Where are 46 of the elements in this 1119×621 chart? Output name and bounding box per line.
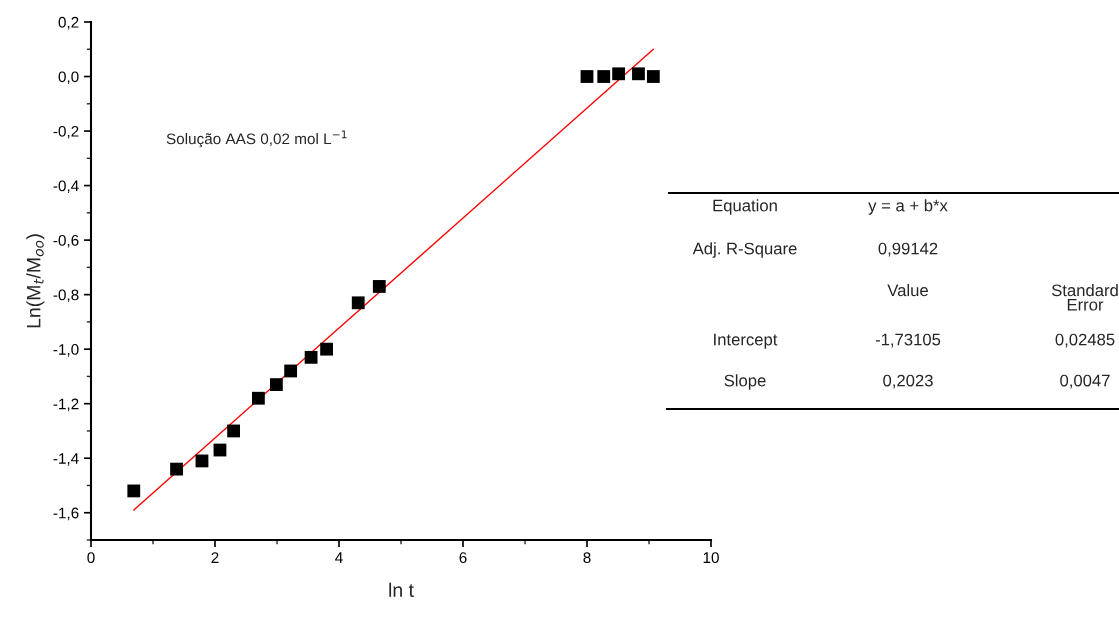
y-tick-label: -0,8 — [53, 289, 79, 303]
text: -1,73105 — [875, 333, 941, 348]
point — [269, 378, 283, 391]
x-tick-label: 4 — [335, 552, 343, 563]
text: Slope — [724, 374, 766, 390]
text: 0,02485 — [1055, 333, 1115, 348]
point — [227, 424, 240, 438]
text: Value — [887, 284, 928, 297]
text: y = a + b*x — [868, 199, 948, 215]
point — [320, 342, 333, 356]
annotation: Solução AAS 0,02 mol L$^{−1}$ — [166, 130, 347, 148]
y-axis-title: Ln(M$_{t}$/M$_{oo}$) — [26, 234, 45, 328]
annotation: Adj. R-Square — [692, 242, 797, 258]
x-tick-label: 0 — [87, 552, 95, 564]
x-axis-title: ln t — [389, 582, 414, 597]
point — [304, 350, 318, 364]
y-tick-label: 0,0 — [58, 71, 79, 85]
text: 0,2023 — [883, 374, 933, 389]
point — [612, 67, 626, 81]
x-tick-label: 8 — [583, 552, 591, 564]
point — [252, 391, 265, 405]
point — [372, 280, 386, 293]
point — [170, 462, 183, 476]
point — [632, 67, 645, 81]
y-tick-label: -0,4 — [53, 180, 79, 194]
text: 0,99142 — [878, 242, 938, 257]
text: Standard Error — [1051, 284, 1118, 311]
text: Intercept — [714, 333, 778, 349]
text: Equation — [713, 199, 777, 215]
point — [646, 70, 660, 83]
x-tick-label: 10 — [703, 552, 719, 564]
y-tick-label: 0,2 — [58, 16, 79, 30]
point — [580, 70, 594, 83]
point — [127, 484, 141, 498]
y-tick-label: -1,2 — [53, 398, 79, 412]
point — [597, 70, 611, 83]
y-tick-label: -1,4 — [53, 453, 79, 466]
y-tick-label: -1,0 — [53, 344, 79, 357]
y-tick-label: -1,6 — [53, 507, 79, 521]
y-tick-label: -0,6 — [53, 234, 79, 248]
point — [284, 364, 298, 378]
point — [351, 296, 365, 310]
text: 0,0047 — [1060, 374, 1110, 389]
y-tick-label: -0,2 — [53, 125, 79, 139]
x-tick-label: 2 — [211, 552, 219, 563]
x-tick-label: 6 — [459, 552, 467, 564]
